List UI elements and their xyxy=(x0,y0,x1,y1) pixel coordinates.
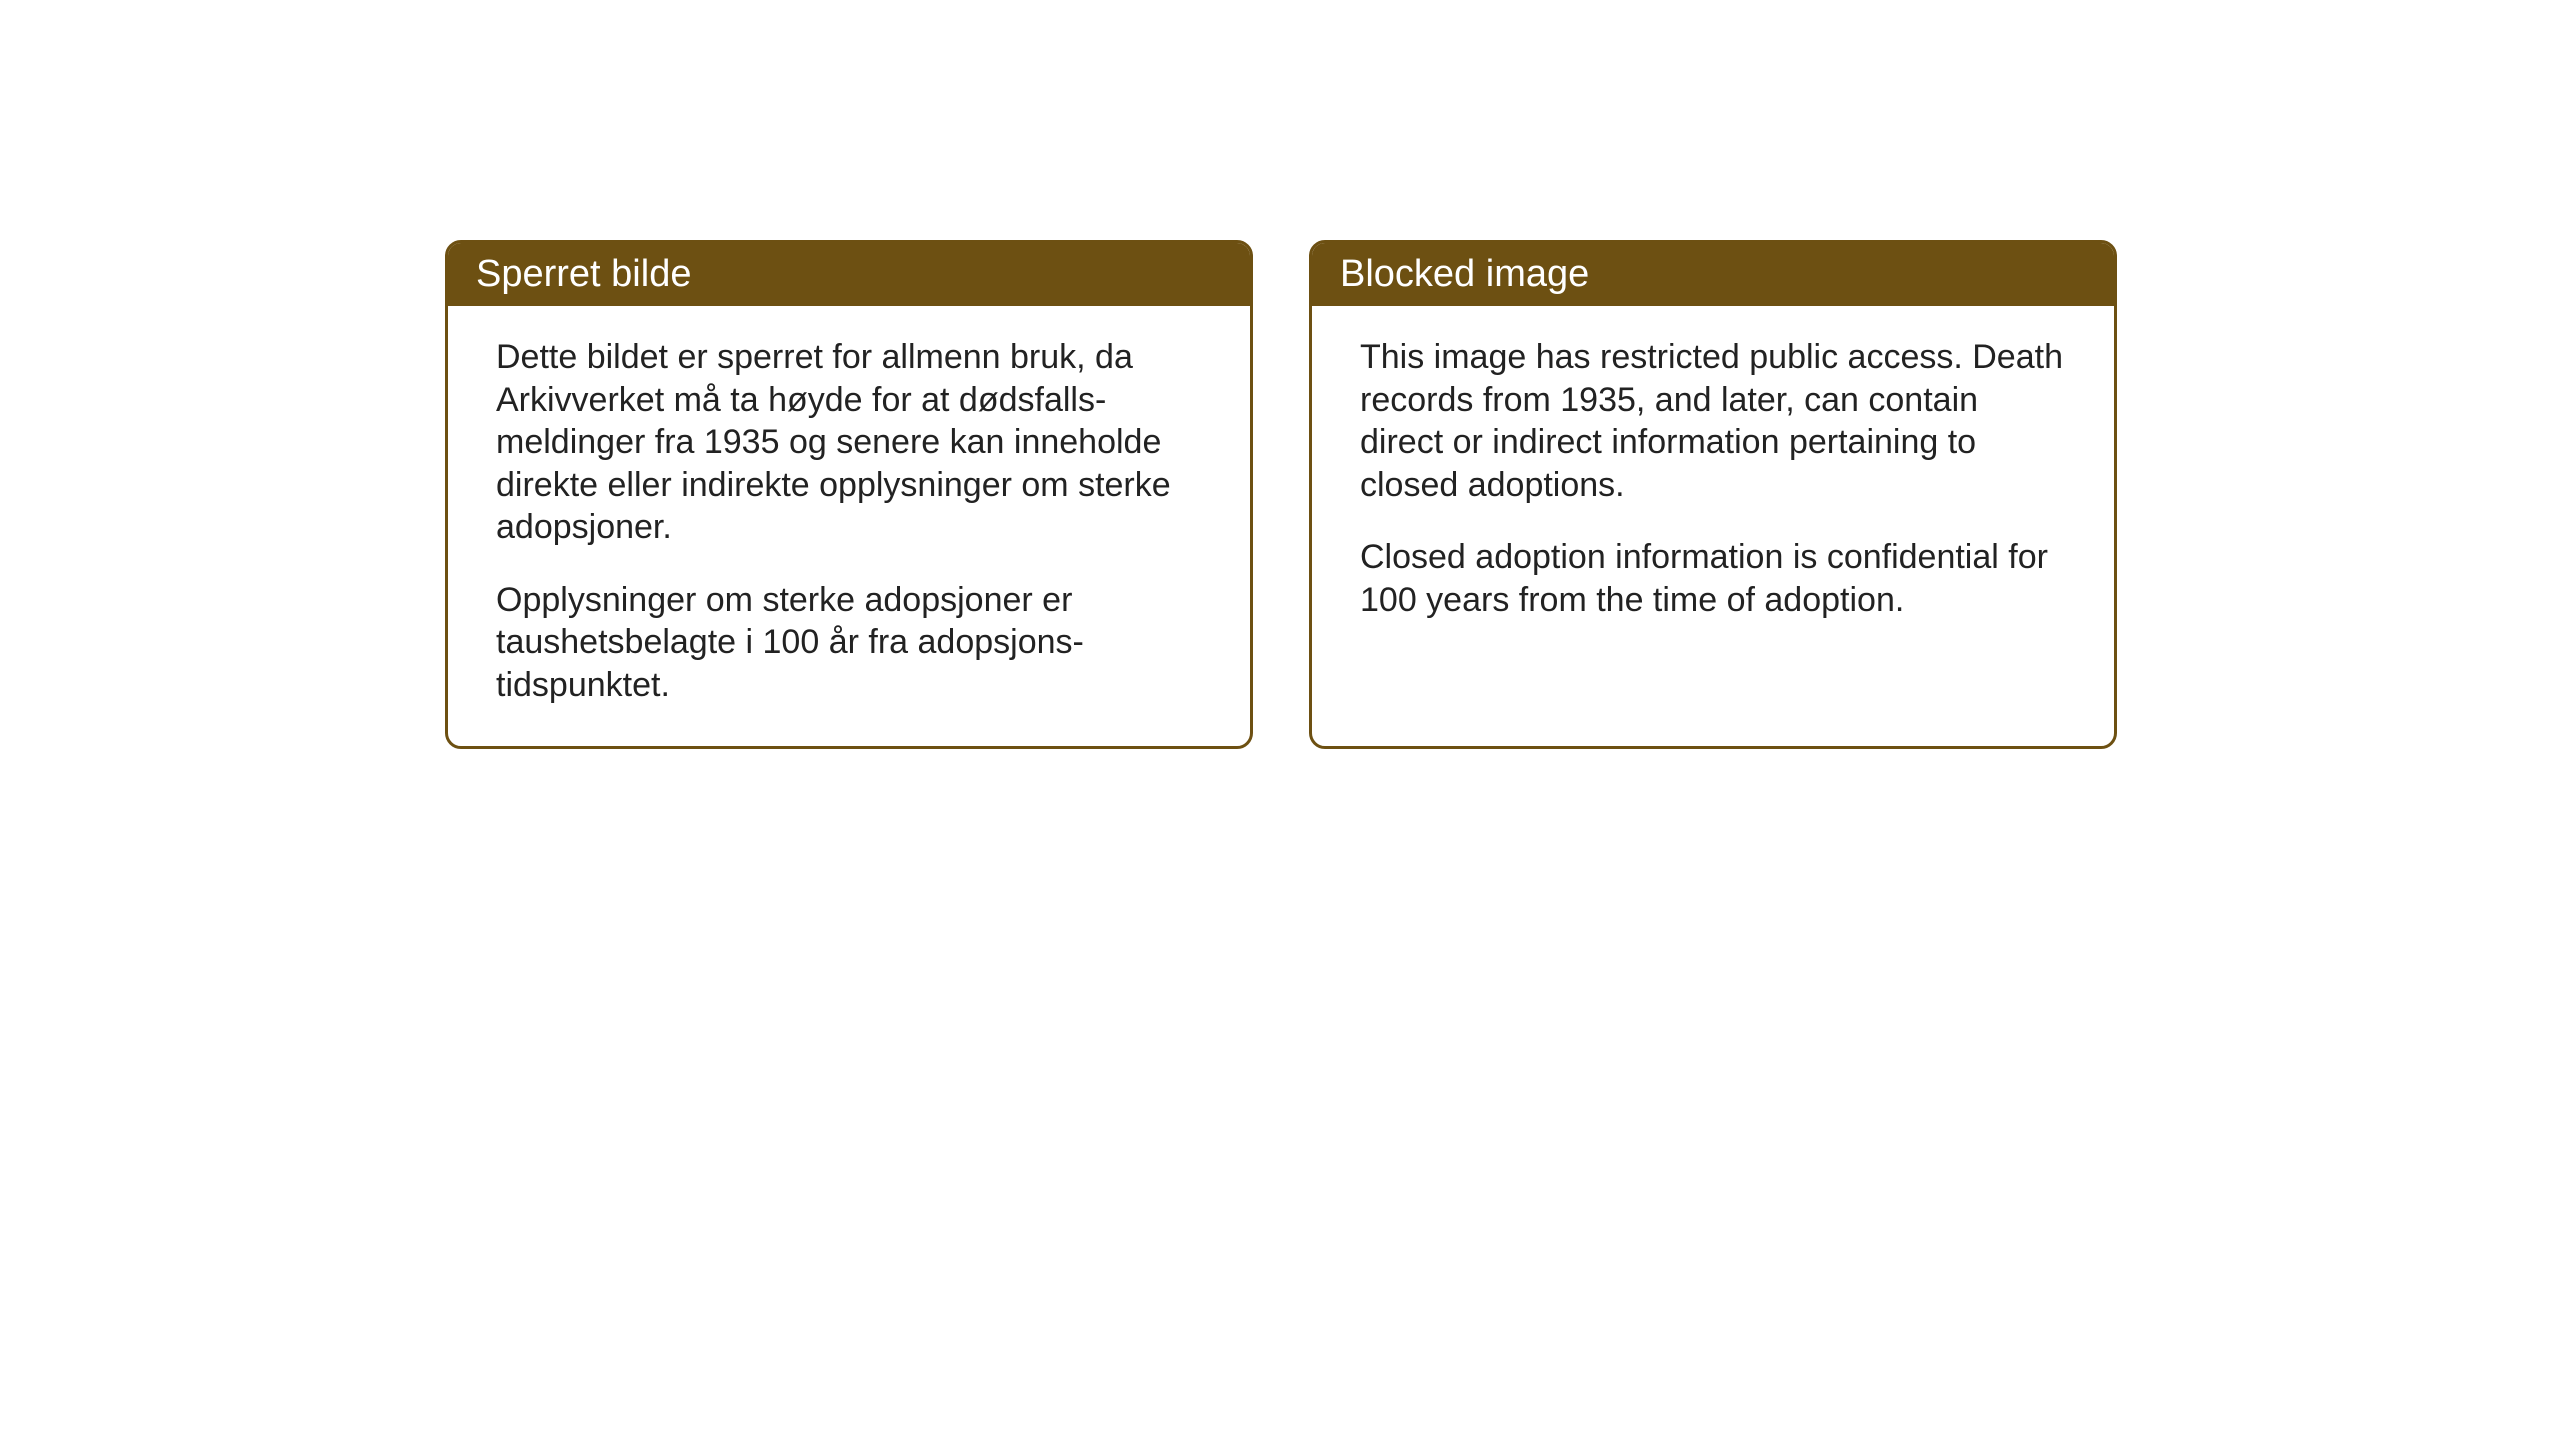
notice-header-english: Blocked image xyxy=(1312,243,2114,306)
notice-header-norwegian: Sperret bilde xyxy=(448,243,1250,306)
notice-paragraph-1-english: This image has restricted public access.… xyxy=(1360,336,2066,506)
notice-paragraph-2-english: Closed adoption information is confident… xyxy=(1360,536,2066,621)
notice-box-english: Blocked image This image has restricted … xyxy=(1309,240,2117,749)
notice-body-english: This image has restricted public access.… xyxy=(1312,306,2114,661)
notice-container: Sperret bilde Dette bildet er sperret fo… xyxy=(445,240,2117,749)
notice-paragraph-1-norwegian: Dette bildet er sperret for allmenn bruk… xyxy=(496,336,1202,549)
notice-body-norwegian: Dette bildet er sperret for allmenn bruk… xyxy=(448,306,1250,746)
notice-paragraph-2-norwegian: Opplysninger om sterke adopsjoner er tau… xyxy=(496,579,1202,707)
notice-title-english: Blocked image xyxy=(1340,253,1589,295)
notice-box-norwegian: Sperret bilde Dette bildet er sperret fo… xyxy=(445,240,1253,749)
notice-title-norwegian: Sperret bilde xyxy=(476,253,691,295)
